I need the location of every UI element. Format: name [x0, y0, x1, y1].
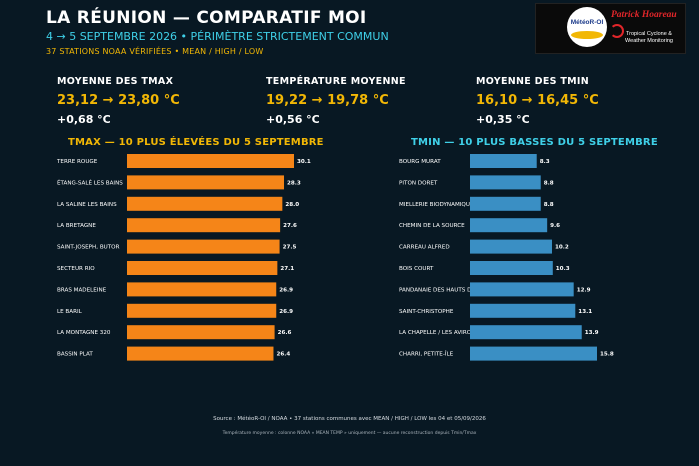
- category-label: PANDANAIE DES HAUTS D: [399, 287, 471, 293]
- bar: [470, 239, 552, 254]
- bar: [127, 239, 280, 254]
- bar: [470, 346, 597, 361]
- logo-tagline: Tropical Cyclone & Weather Monitoring: [617, 31, 681, 45]
- value-label: 13.9: [585, 330, 599, 336]
- category-label: CARREAU ALFRED: [399, 245, 450, 251]
- category-label: LA MONTAGNE 320: [57, 330, 111, 336]
- category-label: ÉTANG-SALÉ LES BAINS: [57, 178, 123, 186]
- bar: [127, 196, 283, 211]
- value-label: 8.8: [544, 180, 554, 186]
- logo-tagline-line-2: Weather Monitoring: [625, 38, 673, 44]
- bar: [470, 261, 553, 275]
- stat-range: 23,12 → 23,80 °C: [57, 93, 180, 108]
- stat-tmin: MOYENNE DES TMIN 16,10 → 16,45 °C +0,35 …: [476, 76, 599, 126]
- bar: [127, 282, 277, 297]
- category-label: BASSIN PLAT: [57, 352, 93, 358]
- stat-delta: +0,68 °C: [57, 113, 111, 126]
- value-label: 9.6: [550, 223, 560, 229]
- category-label: CHEMIN DE LA SOURCE: [399, 223, 465, 229]
- value-label: 26.6: [278, 330, 292, 336]
- bar: [470, 325, 582, 340]
- category-label: BOIS COURT: [399, 266, 434, 272]
- category-label: SAINT-JOSEPH, BUTOR: [57, 245, 120, 251]
- stat-delta: +0,35 °C: [476, 113, 530, 126]
- logo-tagline-line-1: Tropical Cyclone &: [626, 31, 672, 37]
- category-label: LA CHAPELLE / LES AVIRONS: [399, 330, 479, 336]
- bar: [470, 282, 574, 297]
- logo-name: Patrick Hoareau: [611, 10, 677, 20]
- value-label: 15.8: [600, 352, 614, 358]
- tmin-bar-chart: BOURG MURAT 8.3 PITON DORET 8.8 MIELLERIE BI…: [399, 154, 614, 361]
- stat-tmax: MOYENNE DES TMAX 23,12 → 23,80 °C +0,68 …: [57, 76, 180, 126]
- category-label: SAINT-CHRISTOPHE: [399, 309, 454, 315]
- brand-logo: MétéoR-OI Patrick Hoareau Tropical Cyclo…: [535, 3, 686, 54]
- bar: [127, 303, 277, 318]
- value-label: 28.3: [287, 180, 301, 186]
- stat-range: 16,10 → 16,45 °C: [476, 93, 599, 108]
- stat-delta: +0,56 °C: [266, 113, 320, 126]
- bar: [127, 325, 275, 340]
- category-label: LE BARIL: [57, 309, 83, 315]
- value-label: 12.9: [577, 287, 591, 293]
- cyclone-icon: [610, 24, 624, 38]
- logo-badge: MétéoR-OI: [567, 7, 607, 47]
- stat-label: MOYENNE DES TMIN: [476, 76, 590, 87]
- stat-label: TEMPÉRATURE MOYENNE: [266, 76, 406, 87]
- bar: [127, 154, 294, 168]
- value-label: 26.9: [279, 287, 293, 293]
- bar: [470, 154, 537, 168]
- bar: [127, 218, 281, 233]
- value-label: 26.4: [276, 352, 290, 358]
- category-label: MIELLERIE BIODYNAMIQUE: [399, 202, 474, 208]
- logo-badge-text: MétéoR-OI: [570, 19, 604, 26]
- value-label: 8.3: [540, 159, 550, 165]
- value-label: 27.5: [283, 245, 297, 251]
- bar: [127, 175, 285, 190]
- bar: [470, 303, 576, 318]
- value-label: 28.0: [285, 202, 299, 208]
- footer-source: Source : MétéoR-OI / NOAA • 37 stations …: [213, 416, 486, 422]
- bar: [470, 218, 548, 233]
- bar: [470, 175, 541, 190]
- category-label: TERRE ROUGE: [56, 159, 98, 165]
- category-label: LA SALINE LES BAINS: [57, 202, 117, 208]
- category-label: CHARRI, PETITE-ÎLE: [399, 351, 454, 358]
- page-subtitle: 4 → 5 SEPTEMBRE 2026 • PÉRIMÈTRE STRICTE…: [46, 30, 389, 43]
- bar: [470, 196, 541, 211]
- stat-range: 19,22 → 19,78 °C: [266, 93, 389, 108]
- swoosh-icon: [571, 31, 603, 39]
- value-label: 10.3: [556, 266, 570, 272]
- tmax-panel-title: TMAX — 10 PLUS ÉLEVÉES DU 5 SEPTEMBRE: [68, 137, 324, 148]
- page-title: LA RÉUNION — COMPARATIF MOI: [46, 8, 367, 28]
- value-label: 27.1: [280, 266, 294, 272]
- category-label: BOURG MURAT: [399, 159, 441, 165]
- stations-meta: 37 STATIONS NOAA VÉRIFIÉES • MEAN / HIGH…: [46, 47, 264, 56]
- value-label: 13.1: [578, 309, 592, 315]
- value-label: 8.8: [544, 202, 554, 208]
- stat-label: MOYENNE DES TMAX: [57, 76, 174, 87]
- value-label: 27.6: [283, 223, 297, 229]
- category-label: SECTEUR RIO: [57, 266, 95, 272]
- bar: [127, 346, 274, 361]
- stat-mean: TEMPÉRATURE MOYENNE 19,22 → 19,78 °C +0,…: [266, 76, 406, 126]
- category-label: LA BRETAGNE: [57, 223, 96, 229]
- tmax-bar-chart: TERRE ROUGE 30.1 ÉTANG-SALÉ LES BAINS 28.3 L…: [56, 154, 311, 361]
- value-label: 26.9: [279, 309, 293, 315]
- value-label: 10.2: [555, 245, 569, 251]
- tmin-panel-title: TMIN — 10 PLUS BASSES DU 5 SEPTEMBRE: [411, 137, 658, 148]
- category-label: BRAS MADELEINE: [57, 287, 107, 293]
- footer-note: Température moyenne : colonne NOAA « MEA…: [222, 431, 477, 436]
- category-label: PITON DORET: [399, 180, 438, 186]
- bar: [127, 261, 278, 275]
- value-label: 30.1: [297, 159, 311, 165]
